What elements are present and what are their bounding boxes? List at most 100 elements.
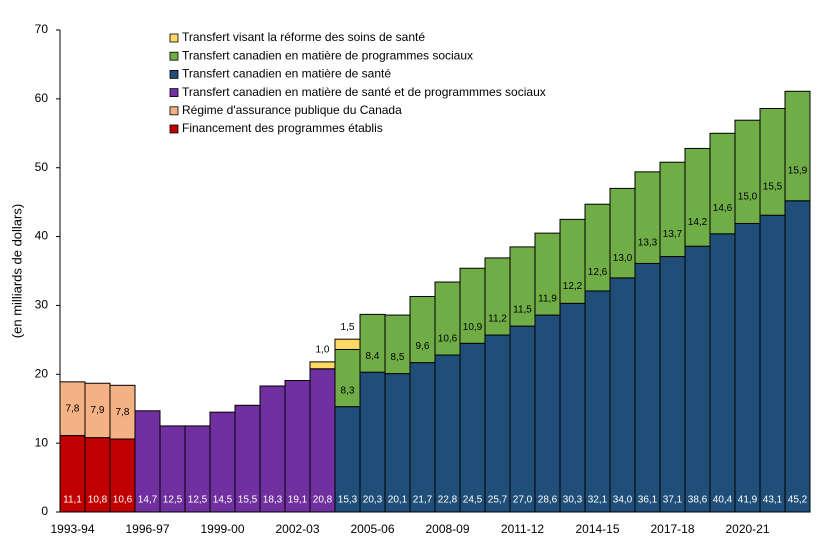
x-tick-label: 2020-21 <box>725 522 769 536</box>
value-label: 15,0 <box>738 191 758 202</box>
bar-segment <box>434 281 461 356</box>
value-label: 45,2 <box>788 495 808 506</box>
value-label: 41,9 <box>738 495 758 506</box>
bar-segment <box>759 107 786 216</box>
value-label: 11,5 <box>513 305 532 316</box>
bar-segment <box>609 277 636 513</box>
value-label: 40,4 <box>713 495 733 506</box>
bar-segment <box>609 187 636 279</box>
value-label: 8,5 <box>391 352 405 363</box>
legend-label: Financement des programmes établis <box>182 121 383 135</box>
bar-segment <box>659 161 686 258</box>
bar-segment <box>709 233 736 513</box>
value-label: 1,0 <box>316 345 330 356</box>
bar-segment <box>134 410 161 513</box>
value-label: 28,6 <box>538 495 558 506</box>
bar-segment <box>409 362 436 513</box>
bar-segment <box>309 361 336 370</box>
value-label: 7,8 <box>116 407 130 418</box>
legend-swatch <box>169 70 179 79</box>
y-tick-label: 40 <box>35 229 49 243</box>
value-label: 30,3 <box>563 495 583 506</box>
bar-segment <box>259 385 286 513</box>
value-label: 15,5 <box>763 182 783 193</box>
value-label: 12,5 <box>188 495 208 506</box>
bar-segment <box>734 222 761 513</box>
bar-segment <box>534 314 561 513</box>
value-label: 34,0 <box>613 495 633 506</box>
bar-segment <box>484 257 511 336</box>
value-label: 37,1 <box>663 495 683 506</box>
bar-segment <box>434 354 461 513</box>
value-label: 10,6 <box>438 334 458 345</box>
bar-segment <box>334 338 361 350</box>
bar-segment <box>234 404 261 513</box>
bar-segment <box>709 132 736 235</box>
bar-segment <box>284 379 311 513</box>
value-label: 14,6 <box>713 203 733 214</box>
value-label: 27,0 <box>513 495 533 506</box>
value-label: 15,9 <box>788 166 808 177</box>
bar-segment <box>109 384 136 440</box>
bar-segment <box>584 290 611 513</box>
y-axis-label: (en milliards de dollars) <box>9 204 24 338</box>
value-label: 12,6 <box>588 267 608 278</box>
value-label: 20,3 <box>363 495 383 506</box>
value-label: 32,1 <box>588 495 608 506</box>
bar-segment <box>634 171 661 264</box>
bar-segment <box>684 147 711 247</box>
value-label: 14,2 <box>688 217 708 228</box>
value-label: 11,9 <box>538 294 557 305</box>
bar-segment <box>784 90 811 202</box>
bar-segment <box>659 256 686 513</box>
bar-segment <box>59 381 86 437</box>
bar-segment <box>309 368 336 513</box>
bar-segment <box>409 295 436 364</box>
value-label: 36,1 <box>638 495 658 506</box>
legend-label: Régime d'assurance publique du Canada <box>182 103 402 117</box>
value-label: 13,3 <box>638 237 658 248</box>
value-label: 25,7 <box>488 495 508 506</box>
x-tick-label: 1993-94 <box>50 522 94 536</box>
value-label: 11,2 <box>488 314 507 325</box>
x-tick-label: 2011-12 <box>501 522 544 536</box>
value-label: 11,1 <box>63 495 82 506</box>
value-label: 21,7 <box>413 495 433 506</box>
value-label: 7,9 <box>91 405 105 416</box>
x-tick-label: 2005-06 <box>350 522 394 536</box>
x-tick-label: 1996-97 <box>125 522 169 536</box>
value-label: 15,3 <box>338 495 358 506</box>
bar-segment <box>559 302 586 513</box>
value-label: 13,7 <box>663 229 683 240</box>
y-tick-label: 50 <box>35 160 49 174</box>
legend-swatch <box>169 106 179 116</box>
value-label: 19,1 <box>288 495 308 506</box>
bar-segment <box>584 203 611 292</box>
bar-segment <box>459 342 486 513</box>
value-label: 24,5 <box>463 495 483 506</box>
value-label: 20,8 <box>313 495 333 506</box>
legend-swatch <box>169 51 179 61</box>
bar-segment <box>509 325 536 513</box>
value-label: 14,7 <box>138 495 158 506</box>
value-label: 10,6 <box>113 495 133 506</box>
bar-segment <box>334 348 361 408</box>
value-label: 1,5 <box>341 322 355 333</box>
bar-segment <box>384 314 411 375</box>
legend-label: Transfert canadien en matière de santé e… <box>182 85 546 99</box>
bar-segment <box>359 371 386 513</box>
value-label: 13,0 <box>613 253 633 264</box>
legend-swatch <box>169 124 179 134</box>
legend-label: Transfert canadien en matière de program… <box>182 48 473 62</box>
bar-segment <box>634 262 661 513</box>
x-tick-label: 2008-09 <box>425 522 469 536</box>
value-label: 18,3 <box>263 495 283 506</box>
x-tick-label: 2017-18 <box>650 522 694 536</box>
legend-label: Transfert visant la réforme des soins de… <box>182 30 425 44</box>
bar-segment <box>559 218 586 304</box>
value-label: 8,4 <box>366 351 380 362</box>
legend-swatch <box>169 88 179 97</box>
y-tick-label: 70 <box>35 22 49 36</box>
value-label: 12,2 <box>563 281 583 292</box>
value-label: 15,5 <box>238 495 258 506</box>
